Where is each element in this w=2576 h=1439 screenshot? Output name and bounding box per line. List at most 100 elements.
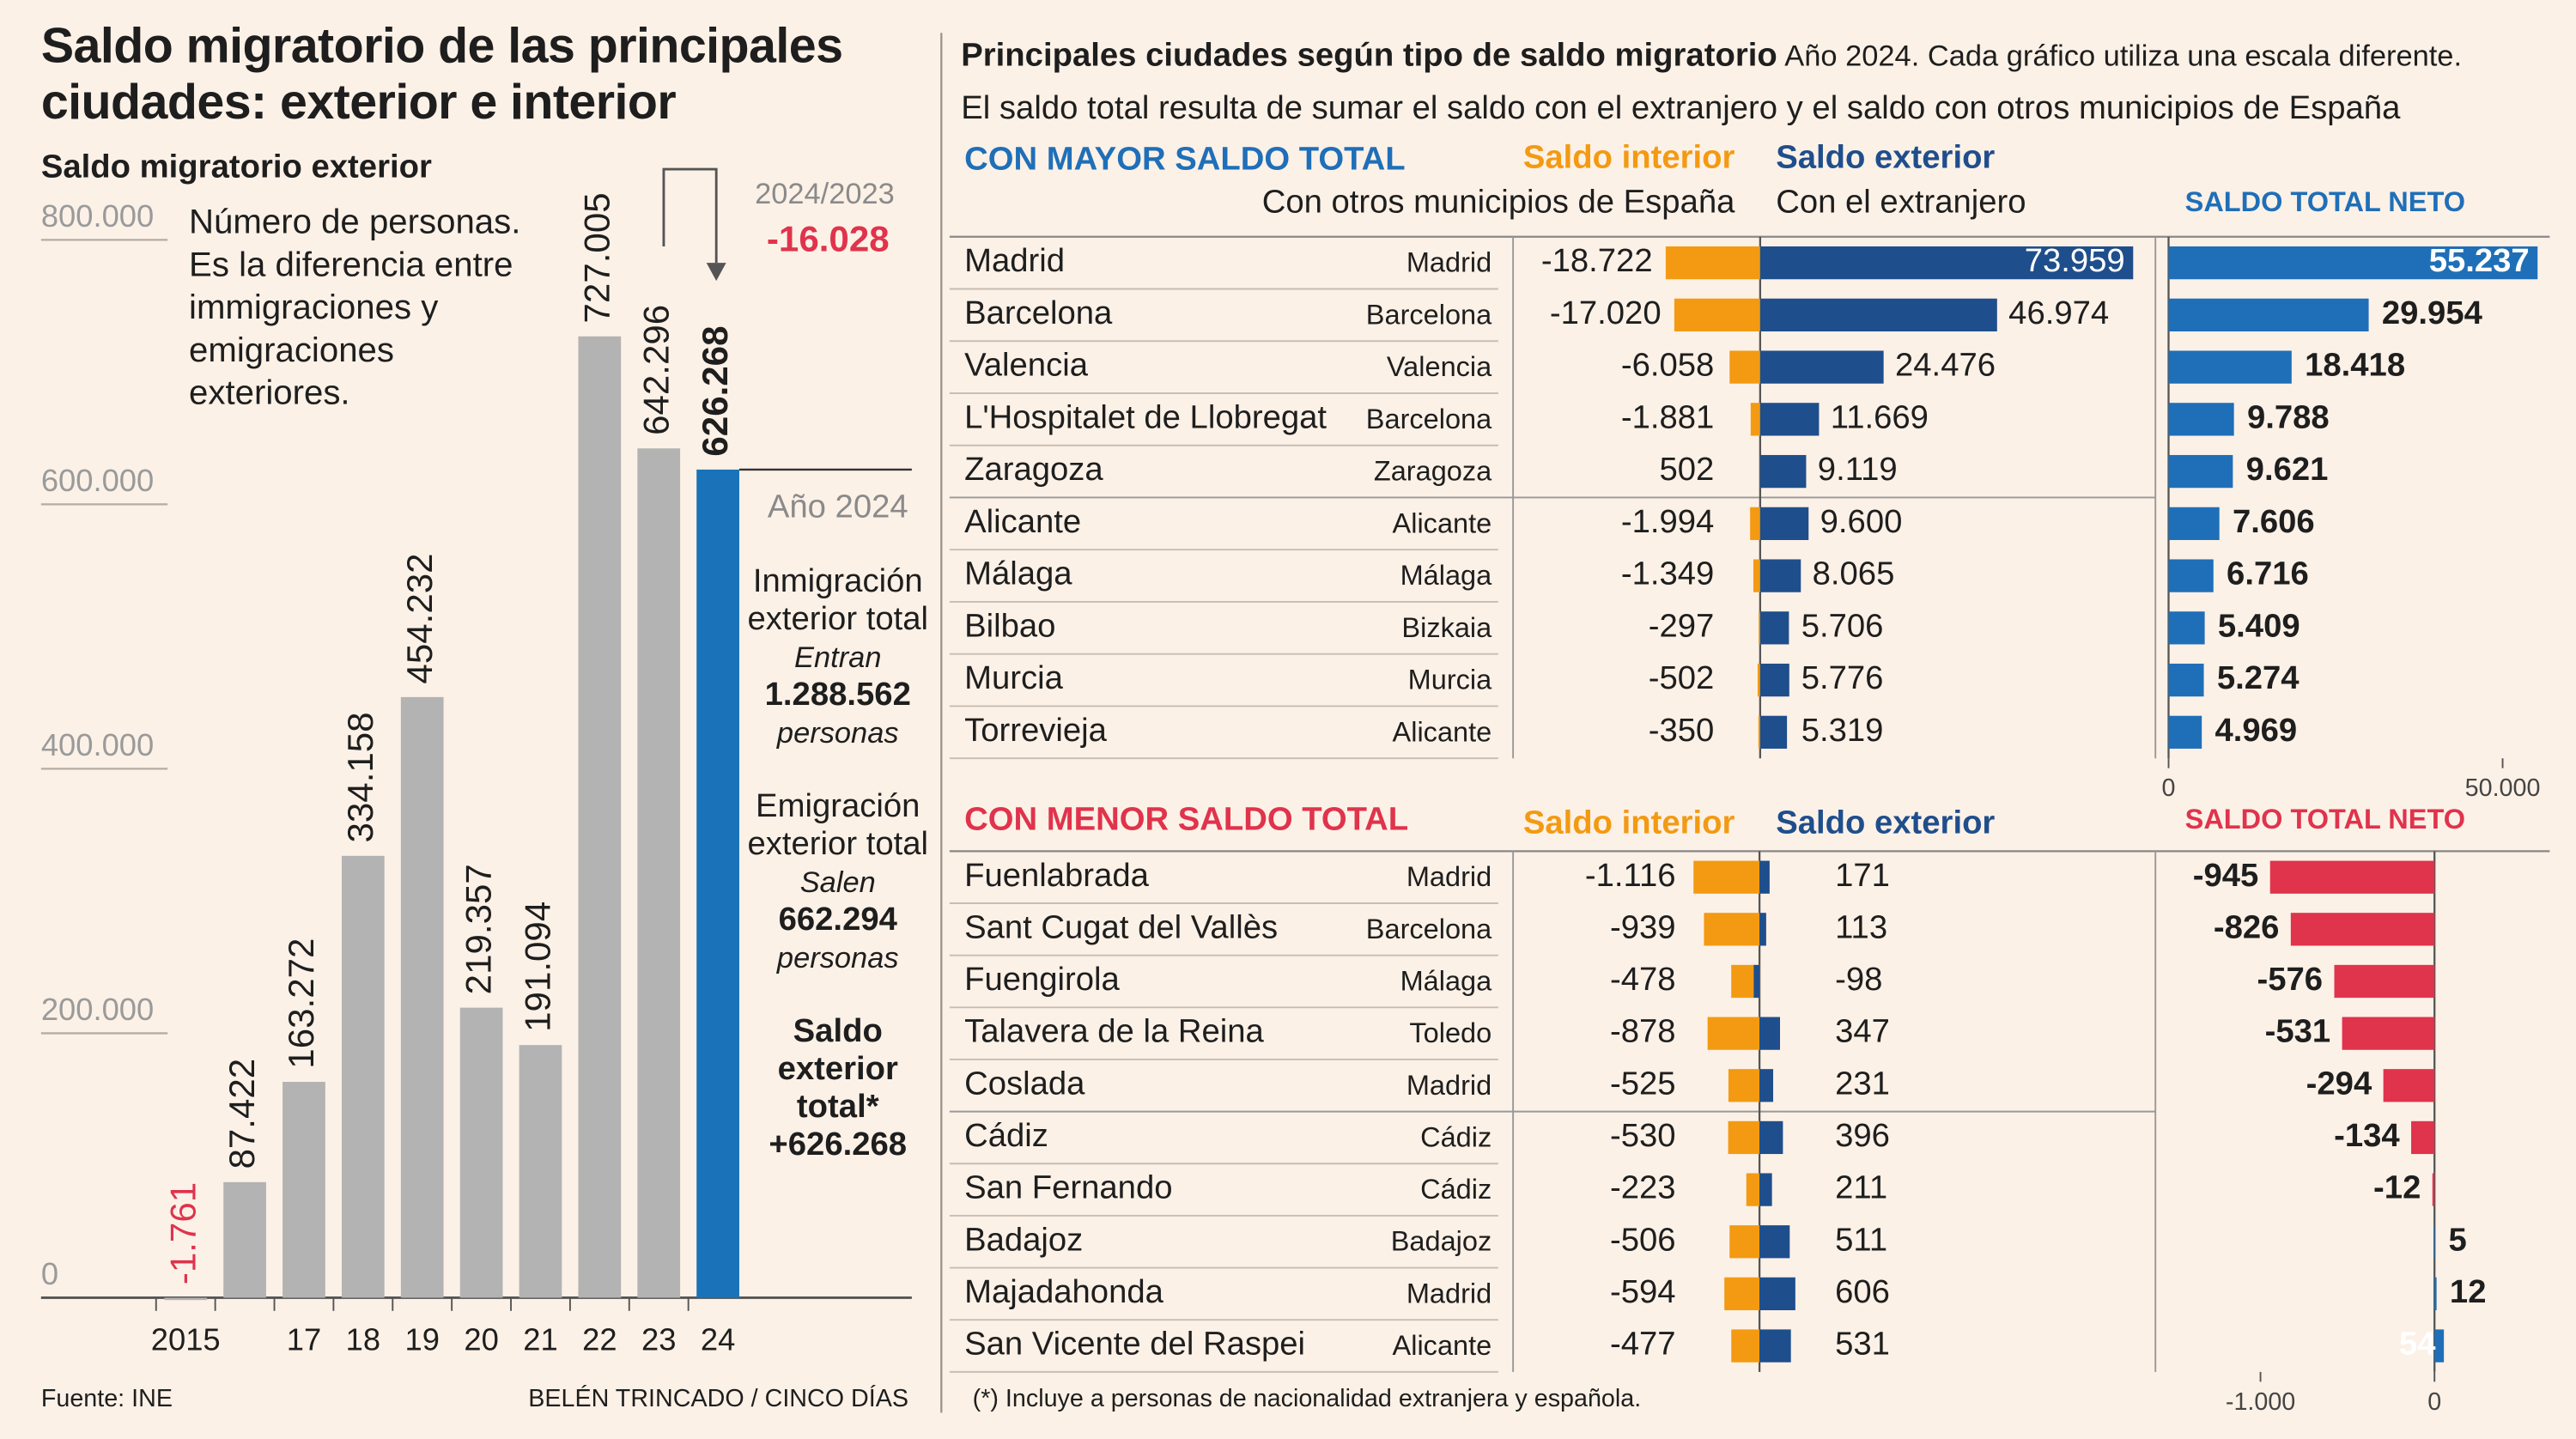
value-label: -531: [2265, 1013, 2331, 1050]
value-label: -294: [2306, 1065, 2372, 1102]
value-label: 511: [1835, 1221, 1887, 1258]
bar: [1759, 860, 1770, 894]
province-label: Madrid: [1406, 861, 1492, 892]
value-label: 8.065: [1813, 556, 1895, 592]
bar: [2168, 559, 2214, 592]
city-label: Fuengirola: [964, 961, 1120, 998]
bar: [1759, 663, 1789, 697]
bar: [1759, 1120, 1783, 1155]
panel-amount: 1.288.562: [764, 677, 911, 713]
city-label: Sant Cugat del Vallès: [964, 908, 1278, 945]
panel-heading: Saldo exterior total*: [777, 1013, 898, 1126]
value-label: 347: [1835, 1013, 1890, 1050]
series-subtitle: Con otros municipios de España: [1262, 183, 1735, 220]
bar: [2168, 507, 2220, 540]
value-label: 231: [1835, 1065, 1890, 1102]
value-label: -350: [1649, 712, 1715, 749]
province-label: Barcelona: [1366, 404, 1492, 434]
province-label: Badajoz: [1391, 1226, 1492, 1257]
bar: [637, 448, 681, 1298]
chart-note: Número de personas. Es la diferencia ent…: [189, 203, 521, 413]
x-tick-label: 22: [582, 1322, 617, 1357]
bar: [2168, 350, 2292, 384]
province-label: Alicante: [1393, 716, 1492, 747]
panel-block: Saldo exterior total* +626.268: [739, 1013, 937, 1164]
legend-label: Saldo exterior: [1776, 805, 1995, 841]
city-label: San Vicente del Raspei: [964, 1326, 1305, 1363]
value-label: 5.409: [2218, 607, 2300, 644]
bar: [2383, 1069, 2435, 1102]
panel-verb: Entran: [794, 641, 882, 674]
value-label: -1.994: [1621, 503, 1714, 540]
value-label: -506: [1610, 1221, 1676, 1258]
bar: [1724, 1277, 1760, 1311]
x-tick-label: -1.000: [2226, 1388, 2295, 1416]
value-label: -134: [2334, 1117, 2400, 1154]
change-value: -16.028: [767, 218, 890, 258]
value-label: 55.237: [2429, 242, 2530, 279]
value-label: -594: [1610, 1273, 1676, 1310]
x-tick-label: 17: [287, 1322, 321, 1357]
legend-label: Saldo interior: [1523, 805, 1735, 841]
value-label: 219.357: [459, 864, 499, 994]
province-label: Madrid: [1406, 1278, 1492, 1308]
city-label: Barcelona: [964, 294, 1113, 331]
value-label: 5.776: [1801, 659, 1884, 696]
bar: [1665, 246, 1760, 280]
value-label: 46.974: [2008, 294, 2109, 331]
value-label: 531: [1835, 1326, 1890, 1363]
value-label: 73.959: [2025, 242, 2125, 279]
title: Saldo migratorio de las principales ciud…: [40, 19, 843, 131]
bar: [2290, 913, 2435, 946]
bar: [1753, 964, 1760, 999]
arrowhead: [706, 263, 726, 282]
right-header: Principales ciudades según tipo de saldo…: [961, 38, 2555, 76]
value-label: 334.158: [340, 712, 380, 842]
panel-amount: 662.294: [778, 902, 897, 938]
province-label: Málaga: [1400, 560, 1493, 591]
bar: [2168, 403, 2234, 436]
bar: [1704, 913, 1760, 946]
value-label: 29.954: [2382, 294, 2483, 331]
footnote: (*) Incluye a personas de nacionalidad e…: [972, 1384, 1642, 1413]
province-label: Alicante: [1393, 1330, 1492, 1361]
bar: [341, 855, 385, 1298]
bar: [1759, 1329, 1791, 1363]
bar: [1750, 403, 1760, 436]
bar: [1759, 507, 1809, 540]
value-label: 211: [1835, 1169, 1887, 1206]
bar: [2168, 715, 2202, 749]
province-label: Alicante: [1393, 507, 1492, 538]
x-tick-label: 24: [701, 1322, 735, 1357]
bar: [1728, 1069, 1760, 1102]
bar: [2168, 663, 2204, 697]
city-label: Valencia: [964, 347, 1089, 384]
bar: [1759, 715, 1788, 749]
y-tick-label: 400.000: [41, 727, 154, 762]
summary-panel: Año 2024 Inmigración exterior total Entr…: [739, 489, 937, 1164]
value-label: 9.600: [1820, 503, 1903, 540]
province-label: Toledo: [1409, 1017, 1492, 1048]
table-title: CON MAYOR SALDO TOTAL: [964, 141, 1406, 178]
bar: [2168, 454, 2233, 489]
bar: [400, 696, 444, 1298]
bar: [2342, 1017, 2435, 1050]
value-label: 24.476: [1895, 347, 1996, 384]
right-description: El saldo total resulta de sumar el saldo…: [961, 90, 2401, 127]
panel-heading: Emigración exterior total: [747, 788, 929, 863]
city-label: Torrevieja: [964, 712, 1108, 749]
value-label: -1.349: [1621, 556, 1714, 592]
city-label: Coslada: [964, 1065, 1085, 1102]
value-label: 5.706: [1801, 607, 1884, 644]
chart-subtitle: Saldo migratorio exterior: [40, 149, 432, 186]
panel-amount: +626.268: [769, 1126, 908, 1163]
province-label: Barcelona: [1366, 914, 1492, 944]
value-label: 9.788: [2247, 398, 2330, 435]
bar: [1759, 913, 1766, 946]
right-subtitle: Año 2024. Cada gráfico utiliza una escal…: [1784, 39, 2463, 73]
x-tick-label: 23: [641, 1322, 676, 1357]
bar: [578, 336, 622, 1298]
province-label: Cádiz: [1420, 1174, 1492, 1205]
bracket: [662, 167, 718, 264]
